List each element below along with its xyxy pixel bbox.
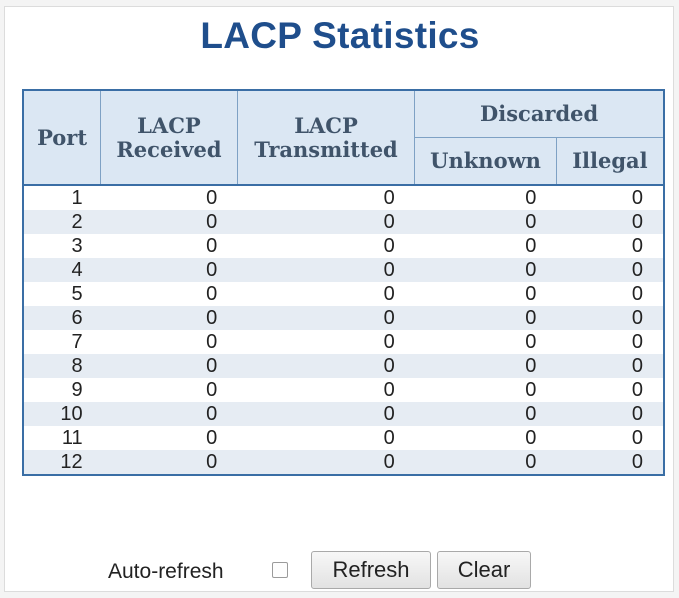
discarded-illegal-cell: 0 [556, 402, 664, 426]
table-row: 3 0 0 0 0 [23, 234, 664, 258]
table-row: 8 0 0 0 0 [23, 354, 664, 378]
lacp-received-cell: 0 [100, 402, 238, 426]
table-row: 4 0 0 0 0 [23, 258, 664, 282]
lacp-transmitted-cell: 0 [237, 402, 415, 426]
column-header-discarded: Discarded [414, 89, 665, 138]
port-cell: 4 [23, 258, 101, 282]
auto-refresh-label: Auto-refresh [108, 560, 224, 583]
table-row: 9 0 0 0 0 [23, 378, 664, 402]
lacp-transmitted-cell: 0 [237, 258, 415, 282]
lacp-received-cell: 0 [100, 450, 238, 475]
port-cell: 8 [23, 354, 101, 378]
lacp-transmitted-cell: 0 [237, 450, 415, 475]
lacp-transmitted-cell: 0 [237, 210, 415, 234]
lacp-transmitted-cell: 0 [237, 354, 415, 378]
discarded-illegal-cell: 0 [631, 427, 643, 449]
lacp-transmitted-cell: 0 [237, 184, 415, 210]
column-header-port: Port [22, 89, 102, 186]
table-row: 7 0 0 0 0 [23, 330, 664, 354]
table-row: 1 0 0 0 0 [23, 184, 664, 210]
discarded-illegal-cell: 0 [556, 450, 664, 475]
lacp-received-cell: 0 [100, 354, 238, 378]
discarded-unknown-cell: 0 [414, 402, 557, 426]
discarded-unknown-cell: 0 [525, 283, 537, 305]
lacp-received-cell: 0 [206, 283, 218, 305]
discarded-illegal-cell: 0 [556, 306, 664, 330]
discarded-illegal-cell: 0 [556, 210, 664, 234]
table-row: 10 0 0 0 0 [23, 402, 664, 426]
lacp-received-cell: 0 [206, 235, 218, 257]
lacp-transmitted-cell: 0 [237, 306, 415, 330]
table-row: 5 0 0 0 0 [23, 282, 664, 306]
port-cell: 6 [23, 306, 101, 330]
discarded-illegal-cell: 0 [631, 379, 643, 401]
lacp-received-cell: 0 [206, 379, 218, 401]
discarded-unknown-cell: 0 [414, 184, 557, 210]
discarded-illegal-cell: 0 [631, 331, 643, 353]
lacp-transmitted-cell: 0 [383, 331, 395, 353]
discarded-illegal-cell: 0 [631, 283, 643, 305]
discarded-unknown-cell: 0 [414, 306, 557, 330]
table-body: 1 0 0 0 0 2 0 0 0 0 3 0 0 0 0 4 [23, 184, 664, 475]
port-cell: 12 [23, 450, 101, 475]
port-cell: 9 [71, 379, 83, 401]
page-title: LACP Statistics [200, 15, 480, 56]
lacp-transmitted-cell: 0 [383, 235, 395, 257]
clear-button[interactable]: Clear [437, 551, 531, 589]
column-header-illegal: Illegal [555, 137, 665, 186]
lacp-received-cell: 0 [100, 258, 238, 282]
port-cell: 10 [23, 402, 101, 426]
port-cell: 5 [71, 283, 83, 305]
discarded-illegal-cell: 0 [556, 354, 664, 378]
discarded-illegal-cell: 0 [556, 258, 664, 282]
discarded-unknown-cell: 0 [414, 450, 557, 475]
table-row: 12 0 0 0 0 [23, 450, 664, 475]
lacp-received-cell: 0 [206, 331, 218, 353]
table-row: 6 0 0 0 0 [23, 306, 664, 330]
lacp-received-cell: 0 [100, 306, 238, 330]
discarded-illegal-cell: 0 [631, 235, 643, 257]
lacp-received-cell: 0 [100, 210, 238, 234]
discarded-unknown-cell: 0 [414, 354, 557, 378]
lacp-statistics-panel: LACP Statistics Port LACP Received LACP … [4, 6, 674, 592]
discarded-unknown-cell: 0 [414, 210, 557, 234]
discarded-unknown-cell: 0 [525, 331, 537, 353]
column-header-unknown: Unknown [414, 137, 557, 186]
lacp-transmitted-cell: 0 [383, 283, 395, 305]
column-header-lacp-received: LACP Received [100, 89, 238, 186]
table-row: 2 0 0 0 0 [23, 210, 664, 234]
lacp-transmitted-cell: 0 [383, 379, 395, 401]
discarded-unknown-cell: 0 [525, 427, 537, 449]
table-row: 11 0 0 0 0 [23, 426, 664, 450]
lacp-transmitted-cell: 0 [383, 427, 395, 449]
port-cell: 2 [23, 210, 101, 234]
refresh-button[interactable]: Refresh [311, 551, 431, 589]
port-cell: 1 [23, 184, 101, 210]
discarded-unknown-cell: 0 [525, 235, 537, 257]
port-cell: 7 [71, 331, 83, 353]
auto-refresh-checkbox[interactable] [272, 562, 288, 578]
discarded-unknown-cell: 0 [414, 258, 557, 282]
discarded-unknown-cell: 0 [525, 379, 537, 401]
port-cell: 3 [71, 235, 83, 257]
controls-bar: Auto-refresh Refresh Clear [5, 551, 675, 591]
lacp-received-cell: 0 [100, 184, 238, 210]
discarded-illegal-cell: 0 [556, 184, 664, 210]
port-cell: 11 [61, 427, 83, 449]
column-header-lacp-transmitted: LACP Transmitted [236, 89, 416, 186]
lacp-received-cell: 0 [206, 427, 218, 449]
lacp-statistics-table: Port LACP Received LACP Transmitted Disc… [22, 89, 665, 476]
